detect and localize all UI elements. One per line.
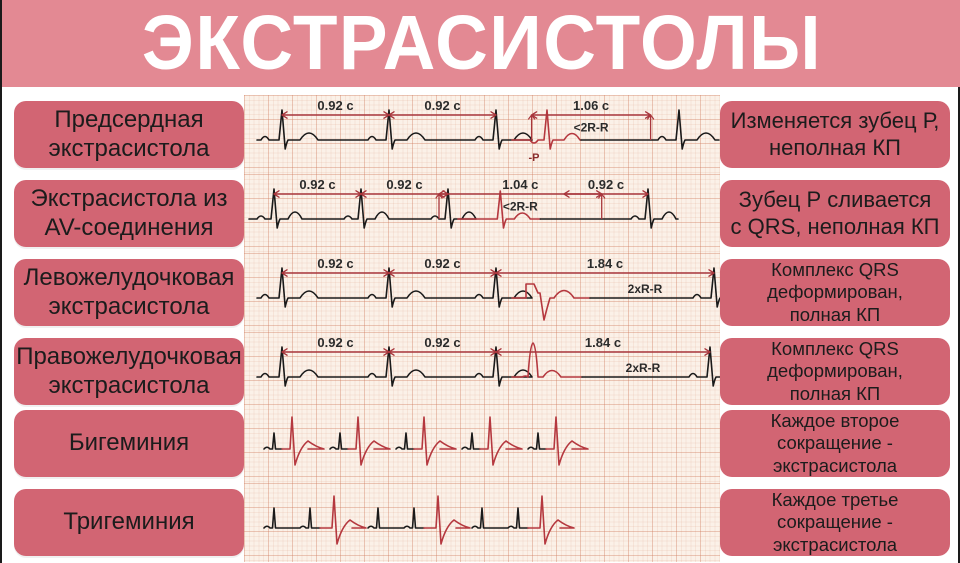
svg-text:0.92 c: 0.92 c — [299, 177, 335, 192]
svg-text:1.06 c: 1.06 c — [573, 98, 609, 113]
svg-text:0.92 c: 0.92 c — [588, 177, 624, 192]
svg-text:1.84 c: 1.84 c — [587, 256, 623, 271]
svg-text:0.92 c: 0.92 c — [317, 335, 353, 350]
svg-text:<2R-R: <2R-R — [503, 200, 538, 214]
svg-text:0.92 c: 0.92 c — [424, 256, 460, 271]
svg-text:0.92 c: 0.92 c — [386, 177, 422, 192]
svg-text:2xR-R: 2xR-R — [626, 361, 661, 375]
svg-text:0.92 c: 0.92 c — [424, 335, 460, 350]
svg-text:1.84 c: 1.84 c — [585, 335, 621, 350]
svg-text:<2R-R: <2R-R — [574, 121, 609, 135]
svg-text:0.92 c: 0.92 c — [424, 98, 460, 113]
svg-text:1.04 c: 1.04 c — [502, 177, 538, 192]
svg-text:2xR-R: 2xR-R — [628, 282, 663, 296]
svg-text:-P: -P — [529, 152, 540, 164]
svg-text:0.92 c: 0.92 c — [317, 256, 353, 271]
svg-text:0.92 c: 0.92 c — [317, 98, 353, 113]
